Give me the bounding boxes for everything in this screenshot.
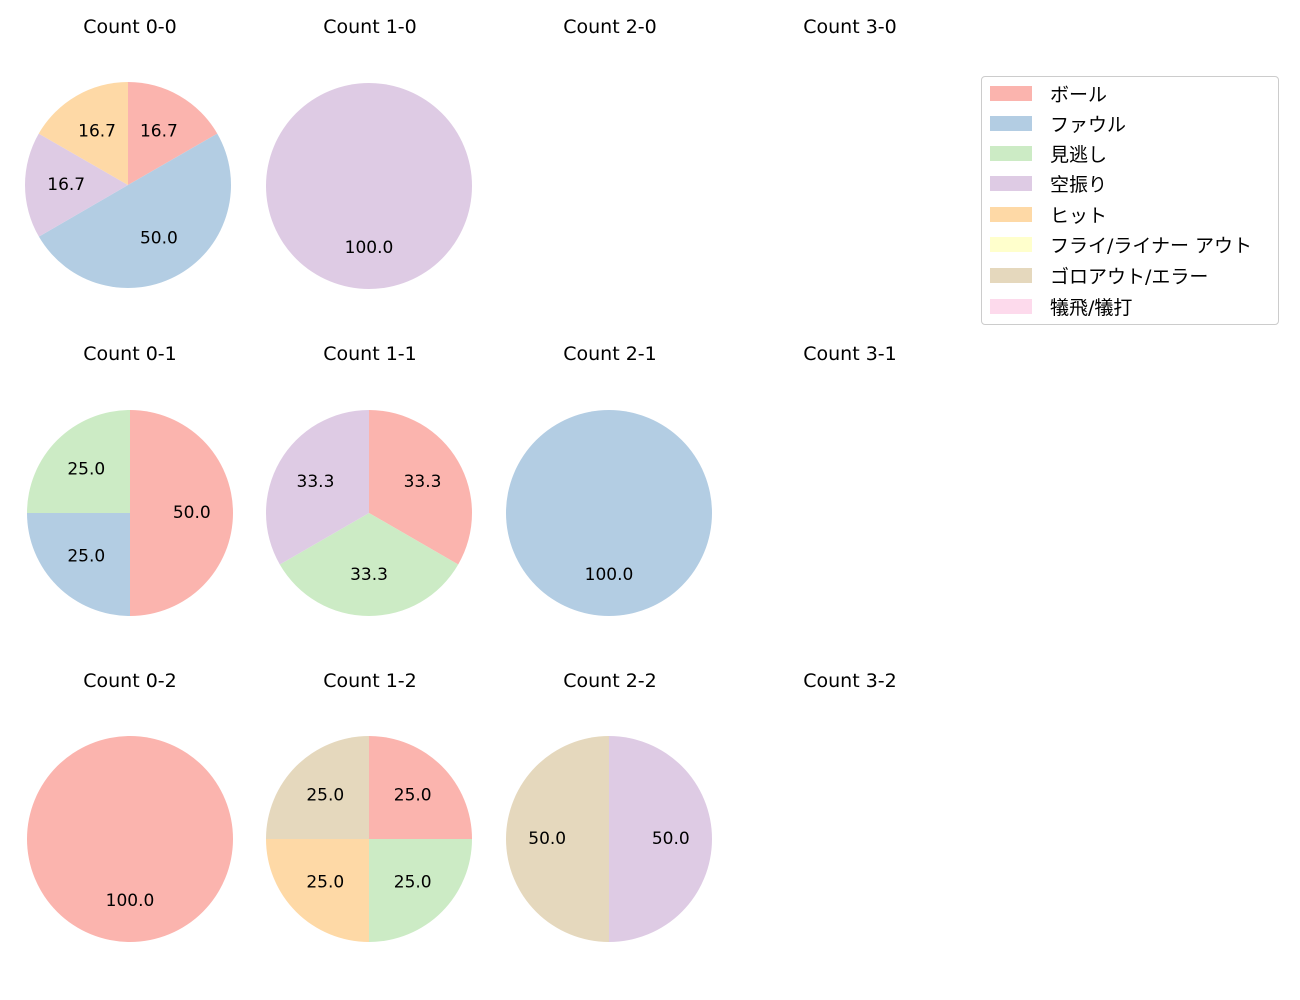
pie-slice <box>27 736 233 942</box>
legend-item-called-strike: 見逃し <box>990 139 1107 167</box>
legend-label: ゴロアウト/エラー <box>1050 265 1209 288</box>
panel-title: Count 3-1 <box>803 343 897 365</box>
slice-label: 25.0 <box>306 785 344 805</box>
legend-swatch <box>990 236 1032 252</box>
slice-label: 33.3 <box>297 472 335 492</box>
panel-count-1-2: Count 1-2 25.0 25.0 25.0 25.0 <box>250 654 490 981</box>
legend-item-hit: ヒット <box>990 200 1107 228</box>
slice-label: 16.7 <box>47 175 85 195</box>
slice-label: 25.0 <box>394 785 432 805</box>
panel-count-3-1: Count 3-1 <box>730 327 970 654</box>
slice-label: 100.0 <box>106 891 155 911</box>
pie-0-2: 100.0 <box>27 736 233 942</box>
panel-count-3-2: Count 3-2 <box>730 654 970 981</box>
panel-title: Count 0-2 <box>83 670 177 692</box>
legend-label: 犠飛/犠打 <box>1050 296 1133 319</box>
pie-slice <box>128 82 218 185</box>
pie-slice <box>266 839 369 942</box>
legend-item-fly-liner-out: フライ/ライナー アウト <box>990 230 1252 258</box>
pie-2-1: 100.0 <box>506 410 712 616</box>
pie-slice <box>266 736 369 839</box>
legend-item-sacrifice: 犠飛/犠打 <box>990 292 1132 320</box>
pie-slice <box>369 839 472 942</box>
slice-label: 100.0 <box>345 238 394 258</box>
legend-label: ヒット <box>1050 204 1108 227</box>
legend-item-ball: ボール <box>990 79 1107 107</box>
panel-count-2-0: Count 2-0 <box>490 0 730 327</box>
pie-1-2: 25.0 25.0 25.0 25.0 <box>266 736 472 942</box>
legend-swatch <box>990 175 1032 191</box>
slice-label: 16.7 <box>140 121 178 141</box>
legend-item-ground-out-error: ゴロアウト/エラー <box>990 261 1208 289</box>
pie-slice <box>369 410 472 565</box>
panel-title: Count 1-1 <box>323 343 417 365</box>
slice-label: 50.0 <box>140 229 178 249</box>
legend-label: ボール <box>1050 83 1108 106</box>
slice-label: 50.0 <box>652 829 690 849</box>
legend-label: フライ/ライナー アウト <box>1050 234 1253 257</box>
panel-count-0-1: Count 0-1 50.0 25.0 25.0 <box>10 327 250 654</box>
panel-count-0-0: Count 0-0 16.7 50.0 16.7 16.7 <box>10 0 250 327</box>
panel-title: Count 2-2 <box>563 670 657 692</box>
legend-label: 空振り <box>1050 173 1108 196</box>
pie-slice <box>266 83 472 289</box>
pie-0-0: 16.7 50.0 16.7 16.7 <box>24 82 232 289</box>
slice-label: 25.0 <box>306 873 344 893</box>
legend-swatch <box>990 145 1032 161</box>
panel-title: Count 0-1 <box>83 343 177 365</box>
legend-item-swinging-strike: 空振り <box>990 169 1107 197</box>
panel-title: Count 2-1 <box>563 343 657 365</box>
legend-item-foul: ファウル <box>990 109 1126 137</box>
pie-slice <box>27 410 130 513</box>
pie-slice <box>609 736 712 942</box>
panel-title: Count 3-2 <box>803 670 897 692</box>
slice-label: 50.0 <box>528 829 566 849</box>
slice-label: 16.7 <box>78 121 116 141</box>
slice-label: 33.3 <box>404 472 442 492</box>
pie-1-0: 100.0 <box>266 83 472 289</box>
pie-1-1: 33.3 33.3 33.3 <box>266 410 472 616</box>
pie-slice <box>38 133 232 289</box>
panel-title: Count 0-0 <box>83 16 177 38</box>
panel-count-0-2: Count 0-2 100.0 <box>10 654 250 981</box>
slice-label: 25.0 <box>394 873 432 893</box>
panel-title: Count 2-0 <box>563 16 657 38</box>
slice-label: 50.0 <box>173 503 211 523</box>
panel-title: Count 1-0 <box>323 16 417 38</box>
panel-count-1-0: Count 1-0 100.0 <box>250 0 490 327</box>
legend-swatch <box>990 267 1032 283</box>
pie-slice <box>266 410 369 565</box>
pie-2-2: 50.0 50.0 <box>506 736 712 942</box>
panel-count-2-2: Count 2-2 50.0 50.0 <box>490 654 730 981</box>
legend-swatch <box>990 206 1032 222</box>
pie-slice <box>506 410 712 616</box>
pie-slice <box>38 82 128 185</box>
slice-label: 100.0 <box>585 565 634 585</box>
panel-title: Count 1-2 <box>323 670 417 692</box>
panel-title: Count 3-0 <box>803 16 897 38</box>
legend-label: 見逃し <box>1050 143 1108 166</box>
slice-label: 33.3 <box>350 565 388 585</box>
pie-slice <box>130 410 233 616</box>
legend-swatch <box>990 115 1032 131</box>
legend: ボール ファウル 見逃し 空振り ヒット フライ/ライナー アウト ゴロアウト/… <box>981 76 1279 325</box>
panel-count-3-0: Count 3-0 <box>730 0 970 327</box>
slice-label: 25.0 <box>67 459 105 479</box>
pie-slice <box>369 736 472 839</box>
legend-swatch <box>990 298 1032 314</box>
panel-count-1-1: Count 1-1 33.3 33.3 33.3 <box>250 327 490 654</box>
pie-slice <box>27 513 130 616</box>
slice-label: 25.0 <box>67 547 105 567</box>
panel-count-2-1: Count 2-1 100.0 <box>490 327 730 654</box>
pie-slice <box>506 736 609 942</box>
pie-slice <box>24 133 128 237</box>
legend-swatch <box>990 85 1032 101</box>
pie-slice <box>279 513 459 616</box>
pie-0-1: 50.0 25.0 25.0 <box>27 410 233 616</box>
legend-label: ファウル <box>1050 113 1127 136</box>
